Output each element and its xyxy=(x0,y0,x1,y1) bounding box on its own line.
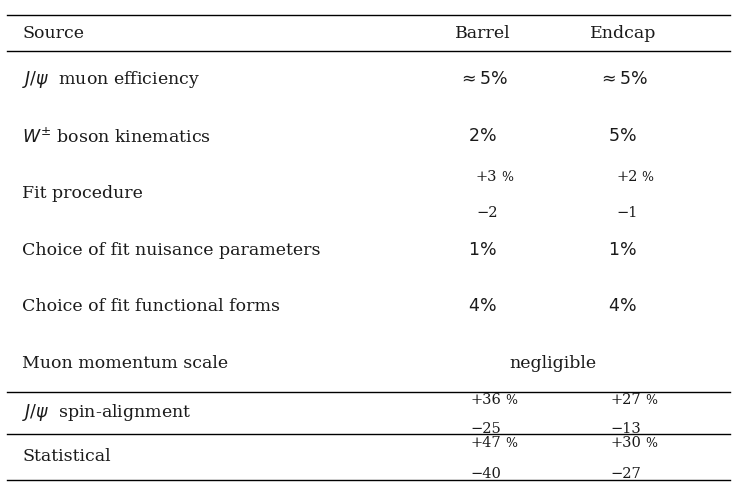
Text: %: % xyxy=(501,171,513,184)
Text: +36: +36 xyxy=(470,392,501,407)
Text: +3: +3 xyxy=(476,170,497,184)
Text: $\approx 5\%$: $\approx 5\%$ xyxy=(598,72,648,88)
Text: $4\%$: $4\%$ xyxy=(609,298,637,316)
Text: %: % xyxy=(505,437,517,450)
Text: $2\%$: $2\%$ xyxy=(469,128,497,145)
Text: %: % xyxy=(505,393,517,407)
Text: $J/\psi$  muon efficiency: $J/\psi$ muon efficiency xyxy=(22,69,200,90)
Text: Source: Source xyxy=(22,24,84,42)
Text: negligible: negligible xyxy=(509,355,596,372)
Text: %: % xyxy=(641,171,653,184)
Text: −27: −27 xyxy=(610,467,641,481)
Text: +47: +47 xyxy=(470,436,501,450)
Text: $1\%$: $1\%$ xyxy=(609,242,637,259)
Text: $1\%$: $1\%$ xyxy=(469,242,497,259)
Text: Statistical: Statistical xyxy=(22,448,111,466)
Text: $5\%$: $5\%$ xyxy=(609,128,637,145)
Text: Fit procedure: Fit procedure xyxy=(22,185,143,202)
Text: +27: +27 xyxy=(610,392,641,407)
Text: +2: +2 xyxy=(616,170,638,184)
Text: $4\%$: $4\%$ xyxy=(469,298,497,316)
Text: Barrel: Barrel xyxy=(455,24,511,42)
Text: $W^{\pm}$ boson kinematics: $W^{\pm}$ boson kinematics xyxy=(22,127,212,146)
Text: −13: −13 xyxy=(610,422,641,436)
Text: $J/\psi$  spin-alignment: $J/\psi$ spin-alignment xyxy=(22,402,192,423)
Text: −1: −1 xyxy=(616,206,638,220)
Text: −25: −25 xyxy=(470,422,501,436)
Text: %: % xyxy=(645,393,657,407)
Text: −2: −2 xyxy=(476,206,497,220)
Text: Choice of fit nuisance parameters: Choice of fit nuisance parameters xyxy=(22,242,321,259)
Text: Endcap: Endcap xyxy=(590,24,656,42)
Text: +30: +30 xyxy=(610,436,641,450)
Text: Choice of fit functional forms: Choice of fit functional forms xyxy=(22,298,280,316)
Text: −40: −40 xyxy=(470,467,501,481)
Text: $\approx 5\%$: $\approx 5\%$ xyxy=(458,72,508,88)
Text: Muon momentum scale: Muon momentum scale xyxy=(22,355,228,372)
Text: %: % xyxy=(645,437,657,450)
